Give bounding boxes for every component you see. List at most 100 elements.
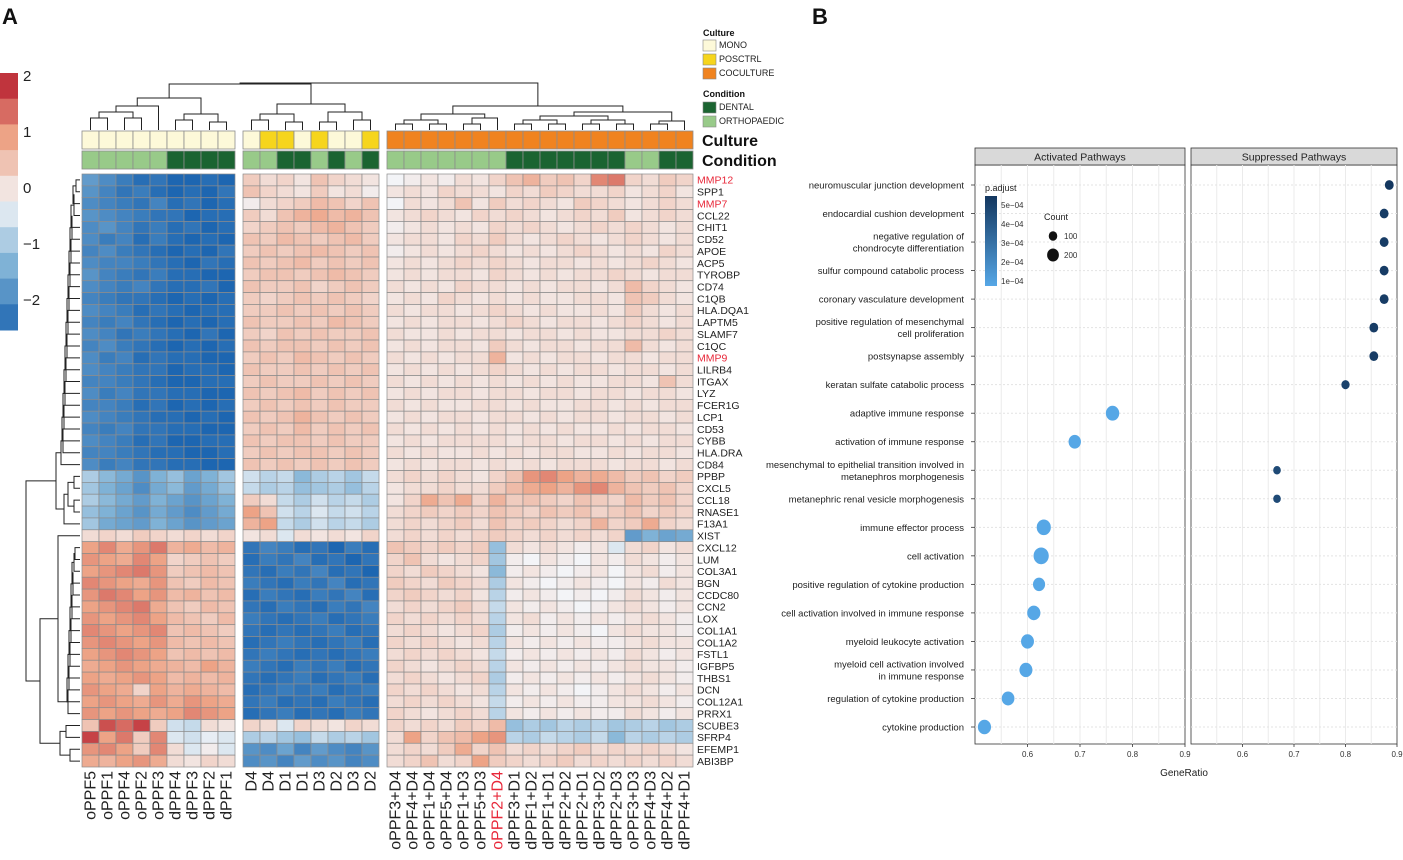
heatmap-cell	[539, 636, 558, 649]
heatmap-cell	[344, 707, 363, 720]
sample-label: dPPF4	[168, 771, 185, 820]
heatmap-cell	[607, 446, 626, 459]
heatmap-cell	[641, 742, 660, 756]
heatmap-cell	[386, 446, 405, 459]
heatmap-cell	[327, 648, 346, 661]
heatmap-cell	[166, 612, 185, 626]
culture-cell	[675, 130, 694, 150]
heatmap-cell	[81, 422, 100, 436]
heatmap-cell	[166, 398, 185, 412]
heatmap-cell	[217, 612, 236, 626]
heatmap-cell	[242, 505, 261, 519]
culture-cell	[488, 130, 507, 150]
heatmap-cell	[344, 529, 363, 543]
padj-legend-title: p.adjust	[985, 183, 1017, 193]
culture-cell	[454, 130, 473, 150]
heatmap-cell	[217, 422, 236, 436]
legend-condition-dental: DENTAL	[719, 102, 754, 112]
heatmap-cell	[675, 292, 694, 305]
heatmap-cell	[81, 754, 100, 768]
heatmap-cell	[471, 482, 490, 495]
heatmap-cell	[217, 636, 236, 649]
heatmap-cell	[132, 375, 151, 388]
heatmap-cell	[403, 197, 422, 210]
heatmap-cell	[556, 588, 575, 602]
heatmap-cell	[98, 612, 117, 626]
heatmap-cell	[658, 268, 677, 282]
heatmap-cell	[590, 636, 609, 649]
heatmap-cell	[573, 363, 592, 376]
heatmap-cell	[573, 221, 592, 234]
heatmap-cell	[522, 209, 541, 222]
heatmap-cell	[624, 434, 643, 448]
gene-label: HLA.DQA1	[697, 305, 749, 317]
heatmap-cell	[259, 327, 278, 341]
heatmap-cell	[132, 446, 151, 459]
heatmap-cell	[437, 482, 456, 495]
heatmap-cell	[200, 624, 219, 637]
gene-label: CXCL12	[697, 542, 737, 554]
heatmap-cell	[556, 398, 575, 412]
heatmap-cell	[471, 209, 490, 222]
heatmap-cell	[556, 221, 575, 234]
heatmap-cell	[505, 351, 524, 365]
heatmap-cell	[344, 327, 363, 341]
heatmap-cell	[310, 636, 329, 649]
heatmap-cell	[488, 541, 507, 554]
dendrogram-branch	[452, 105, 624, 114]
heatmap-cell	[556, 339, 575, 353]
heatmap-cell	[420, 398, 439, 412]
heatmap-cell	[327, 695, 346, 709]
heatmap-cell	[327, 719, 346, 732]
heatmap-cell	[590, 648, 609, 661]
heatmap-cell	[259, 458, 278, 471]
heatmap-cell	[98, 529, 117, 543]
heatmap-cell	[607, 683, 626, 697]
heatmap-cell	[293, 683, 312, 697]
heatmap-cell	[327, 315, 346, 329]
heatmap-cell	[361, 351, 380, 365]
heatmap-cell	[81, 185, 100, 199]
heatmap-cell	[386, 505, 405, 519]
condition-cell	[437, 150, 456, 170]
gene-label: F13A1	[697, 519, 728, 531]
heatmap-cell	[242, 327, 261, 341]
heatmap-cell	[675, 221, 694, 234]
pathway-label: postsynapse assembly	[868, 352, 964, 363]
heatmap-cell	[454, 256, 473, 270]
dendrogram-branch	[74, 547, 80, 560]
heatmap-cell	[344, 185, 363, 199]
condition-cell	[361, 150, 380, 170]
heatmap-cell	[166, 529, 185, 543]
heatmap-cell	[658, 221, 677, 234]
heatmap-cell	[437, 742, 456, 756]
heatmap-cell	[166, 731, 185, 744]
heatmap-cell	[658, 541, 677, 554]
heatmap-cell	[132, 493, 151, 507]
heatmap-cell	[81, 446, 100, 459]
heatmap-cell	[556, 197, 575, 210]
heatmap-cell	[488, 565, 507, 578]
condition-cell	[454, 150, 473, 170]
heatmap-cell	[420, 695, 439, 709]
heatmap-cell	[573, 446, 592, 459]
heatmap-cell	[132, 707, 151, 720]
heatmap-cell	[471, 422, 490, 436]
dendrogram-branch	[175, 119, 193, 130]
heatmap-cell	[166, 244, 185, 258]
heatmap-cell	[675, 695, 694, 709]
heatmap-cell	[276, 493, 295, 507]
heatmap-cell	[607, 292, 626, 305]
heatmap-cell	[573, 351, 592, 365]
heatmap-cell	[344, 280, 363, 293]
heatmap-cell	[276, 742, 295, 756]
heatmap-cell	[505, 588, 524, 602]
heatmap-cell	[641, 517, 660, 531]
sample-label: oPPF1	[100, 771, 117, 820]
heatmap-cell	[293, 197, 312, 210]
heatmap-cell	[505, 659, 524, 673]
heatmap-cell	[149, 197, 168, 210]
heatmap-cell	[166, 375, 185, 388]
culture-cell	[310, 130, 329, 150]
heatmap-cell	[242, 565, 261, 578]
